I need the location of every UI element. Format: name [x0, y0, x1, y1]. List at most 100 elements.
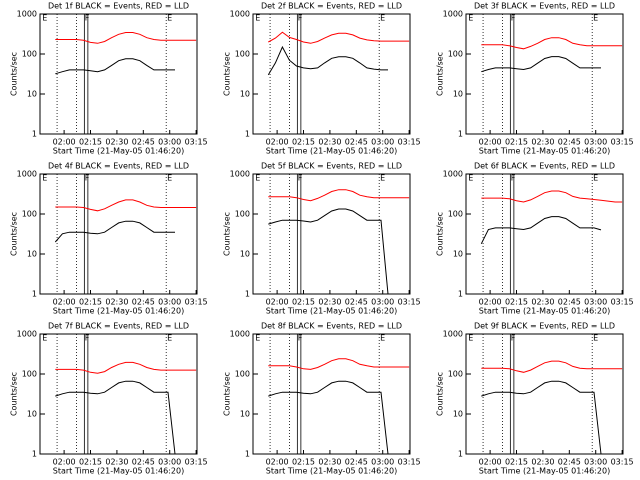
y-tick-label: 100	[22, 210, 37, 219]
series-line	[267, 45, 388, 76]
x-tick-label: 02:45	[558, 298, 581, 307]
plot-frame	[252, 13, 411, 135]
chart-title: Det 9f BLACK = Events, RED = LLD	[474, 322, 615, 331]
x-tick-label: 02:45	[345, 298, 368, 307]
series-line	[268, 208, 389, 295]
series-line	[55, 361, 197, 374]
series-line	[55, 380, 176, 455]
series-line	[54, 220, 175, 243]
x-tick-label: 02:15	[505, 458, 528, 467]
y-axis-label: Counts/sec	[436, 52, 445, 96]
y-tick-label: 1	[245, 290, 250, 299]
annotation: E	[255, 334, 260, 343]
panel: Det 7f BLACK = Events, RED = LLD 1 10 100 10…	[10, 322, 208, 476]
y-tick-label: 1000	[230, 10, 250, 19]
y-tick-label: 100	[448, 370, 463, 379]
series-line	[55, 32, 197, 44]
x-tick-label: 03:00	[371, 138, 394, 147]
plot-frame	[252, 173, 411, 295]
annotation: F	[298, 174, 303, 183]
series-line	[268, 31, 410, 44]
series-line	[55, 58, 175, 75]
x-tick-label: 02:15	[505, 138, 528, 147]
series-line	[481, 380, 602, 455]
x-tick-label: 02:45	[345, 138, 368, 147]
x-tick-label: 02:30	[531, 298, 554, 307]
x-axis-label: Start Time (21-May-05 01:46:20)	[53, 147, 184, 156]
annotation: E	[593, 174, 598, 183]
x-tick-label: 03:00	[584, 458, 607, 467]
x-axis-label: Start Time (21-May-05 01:46:20)	[53, 307, 184, 316]
plot-frame	[465, 13, 624, 135]
series-line	[480, 216, 602, 245]
y-tick-label: 1000	[230, 170, 250, 179]
x-tick-label: 02:45	[345, 458, 368, 467]
annotation: E	[593, 334, 598, 343]
x-tick-label: 03:15	[611, 458, 634, 467]
x-tick-label: 03:15	[398, 138, 421, 147]
annotation: E	[468, 14, 473, 23]
x-tick-label: 03:15	[185, 458, 208, 467]
x-tick-label: 02:45	[558, 138, 581, 147]
y-axis-label: Counts/sec	[223, 372, 232, 416]
y-axis-label: Counts/sec	[223, 52, 232, 96]
y-tick-label: 1000	[443, 170, 463, 179]
x-axis-label: Start Time (21-May-05 01:46:20)	[479, 467, 610, 476]
chart-title: Det 8f BLACK = Events, RED = LLD	[261, 322, 402, 331]
annotation: E	[255, 174, 260, 183]
x-axis-label: Start Time (21-May-05 01:46:20)	[266, 307, 397, 316]
panel: Det 6f BLACK = Events, RED = LLD 1 10 100 10…	[436, 162, 634, 316]
chart-title: Det 3f BLACK = Events, RED = LLD	[474, 2, 615, 11]
annotation: E	[167, 174, 172, 183]
x-tick-label: 02:00	[266, 138, 289, 147]
annotation: F	[298, 334, 303, 343]
y-tick-label: 10	[240, 410, 250, 419]
x-tick-label: 02:45	[132, 458, 155, 467]
x-tick-label: 02:00	[53, 458, 76, 467]
y-tick-label: 1000	[17, 330, 37, 339]
x-tick-label: 02:15	[292, 458, 315, 467]
x-tick-label: 02:30	[318, 298, 341, 307]
x-axis-label: Start Time (21-May-05 01:46:20)	[479, 147, 610, 156]
x-tick-label: 03:00	[371, 458, 394, 467]
x-tick-label: 03:15	[398, 298, 421, 307]
panel: Det 3f BLACK = Events, RED = LLD 1 10 100 10…	[436, 2, 634, 156]
y-tick-label: 100	[448, 50, 463, 59]
annotation: E	[42, 14, 47, 23]
plot-frame	[39, 13, 198, 135]
annotation: E	[167, 334, 172, 343]
y-tick-label: 1000	[17, 170, 37, 179]
annotation: E	[380, 14, 385, 23]
annotation: E	[255, 14, 260, 23]
x-tick-label: 02:15	[79, 458, 102, 467]
y-tick-label: 1000	[443, 330, 463, 339]
x-tick-label: 02:15	[505, 298, 528, 307]
y-tick-label: 100	[235, 210, 250, 219]
x-tick-label: 03:00	[584, 138, 607, 147]
y-tick-label: 1	[32, 290, 37, 299]
x-tick-label: 02:15	[292, 298, 315, 307]
x-tick-label: 02:30	[318, 458, 341, 467]
annotation: E	[593, 14, 598, 23]
y-tick-label: 10	[27, 250, 37, 259]
series-line	[268, 358, 410, 370]
x-tick-label: 02:30	[105, 298, 128, 307]
x-tick-label: 02:30	[105, 138, 128, 147]
x-tick-label: 03:00	[158, 138, 181, 147]
y-axis-label: Counts/sec	[436, 372, 445, 416]
y-tick-label: 1	[458, 130, 463, 139]
series-line	[481, 56, 601, 73]
annotation: E	[380, 334, 385, 343]
x-axis-label: Start Time (21-May-05 01:46:20)	[53, 467, 184, 476]
x-tick-label: 02:00	[266, 458, 289, 467]
y-tick-label: 100	[235, 370, 250, 379]
plot-frame	[39, 173, 198, 295]
y-tick-label: 1000	[17, 10, 37, 19]
y-tick-label: 10	[27, 90, 37, 99]
y-tick-label: 1	[32, 130, 37, 139]
panel: Det 8f BLACK = Events, RED = LLD 1 10 100 10…	[223, 322, 421, 476]
annotation: E	[42, 174, 47, 183]
y-tick-label: 1000	[230, 330, 250, 339]
y-tick-label: 1	[458, 290, 463, 299]
annotation: E	[167, 14, 172, 23]
